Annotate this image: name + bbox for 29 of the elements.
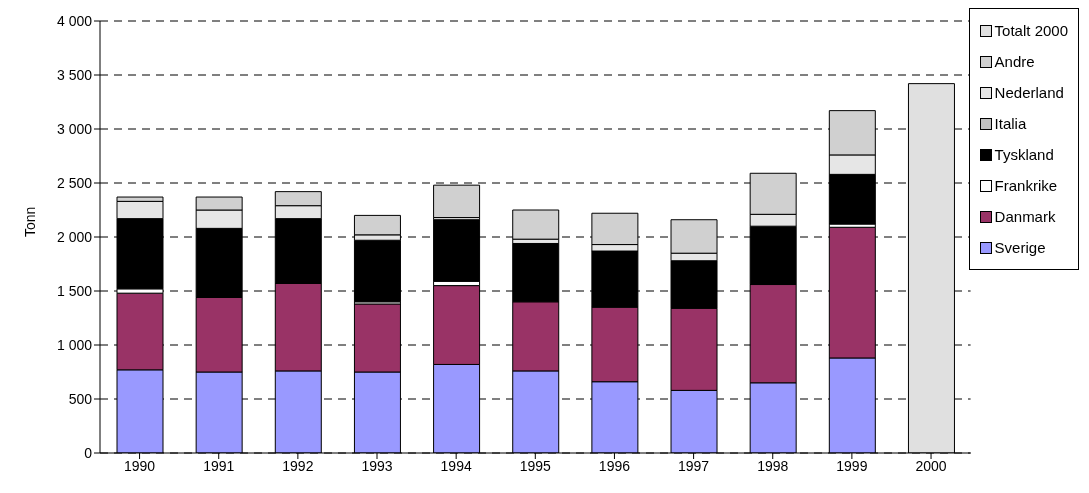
y-tick-label: 3 000 [56,120,93,137]
legend-label: Andre [994,53,1035,70]
y-tick-label: 3 500 [56,66,93,83]
legend-label: Sverige [994,239,1046,256]
x-tick-label: 1994 [440,457,472,474]
legend-label: Nederland [994,84,1064,101]
x-tick-label: 1992 [282,457,314,474]
x-tick-label: 2000 [915,457,947,474]
y-tick-label: 1 000 [56,336,93,353]
y-tick-label: 0 [84,444,93,461]
x-tick-label: 1995 [519,457,552,474]
x-tick-label: 1999 [836,457,868,474]
legend-label: Tyskland [994,146,1054,163]
y-tick-label: 2 500 [56,174,93,191]
legend-label: Italia [994,115,1027,132]
x-tick-label: 1996 [598,457,631,474]
x-tick-label: 1997 [678,457,710,474]
legend-label: Frankrike [994,177,1058,194]
x-tick-label: 1998 [757,457,789,474]
x-tick-label: 1990 [124,457,156,474]
y-tick-label: 2 000 [56,228,93,245]
y-tick-label: 1 500 [56,282,93,299]
y-tick-label: 500 [68,390,93,407]
legend-label: Totalt 2000 [994,22,1068,39]
x-tick-label: 1991 [203,457,235,474]
y-axis-title: Tonn [21,206,38,237]
y-tick-label: 4 000 [56,12,93,29]
x-tick-label: 1993 [361,457,393,474]
legend-label: Danmark [994,208,1056,225]
